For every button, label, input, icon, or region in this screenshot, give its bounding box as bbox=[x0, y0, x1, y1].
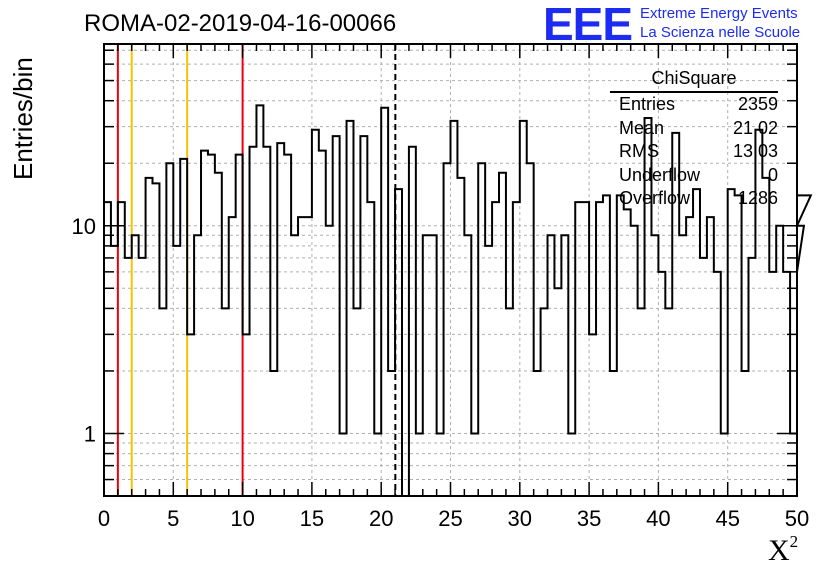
x-axis-label: X2 bbox=[768, 532, 799, 568]
grid-lines bbox=[104, 44, 797, 496]
stats-value: 0 bbox=[767, 164, 778, 185]
stats-value: 1286 bbox=[737, 188, 778, 208]
stats-row: Underflow 0 bbox=[610, 164, 778, 188]
stats-row: Entries 2359 bbox=[610, 93, 778, 117]
logo-line-1: Extreme Energy Events bbox=[640, 5, 798, 22]
stats-row: RMS 13.03 bbox=[610, 140, 778, 164]
x-tick-label: 10 bbox=[230, 506, 254, 531]
stats-label: RMS bbox=[619, 141, 659, 161]
x-axis-label-sup: 2 bbox=[789, 532, 799, 551]
x-tick-label: 30 bbox=[508, 506, 532, 531]
x-tick-label: 35 bbox=[577, 506, 601, 531]
y-tick-label: 1 bbox=[84, 421, 96, 446]
y-tick-label: 10 bbox=[72, 214, 96, 239]
x-tick-label: 40 bbox=[646, 506, 670, 531]
stats-row: Mean 21.02 bbox=[610, 117, 778, 141]
x-axis-label-base: X bbox=[768, 534, 790, 567]
x-tick-label: 20 bbox=[369, 506, 393, 531]
logo-line-2: La Scienza nelle Scuole bbox=[640, 24, 801, 41]
stats-label: Underflow bbox=[619, 164, 701, 185]
stats-label: Mean bbox=[619, 117, 665, 138]
stats-label: Entries bbox=[619, 94, 676, 114]
tick-labels: 0 5 10 15 20 25 30 35 40 45 50 1 10 bbox=[72, 214, 810, 531]
axis-ticks bbox=[103, 44, 798, 496]
eee-logo-mark: EEE bbox=[543, 0, 633, 50]
stats-value: 21.02 bbox=[732, 117, 778, 138]
x-tick-label: 25 bbox=[438, 506, 462, 531]
histogram-line bbox=[104, 104, 813, 497]
x-tick-label: 50 bbox=[785, 506, 809, 531]
y-axis-label: Entries/bin bbox=[8, 57, 38, 180]
x-tick-label: 0 bbox=[98, 506, 110, 531]
stats-title: ChiSquare bbox=[610, 66, 778, 93]
stats-value: 2359 bbox=[737, 94, 778, 114]
x-tick-label: 45 bbox=[715, 506, 739, 531]
stats-row: Overflow 1286 bbox=[610, 187, 778, 211]
eee-logo: EEE Extreme Energy Events La Scienza nel… bbox=[543, 0, 800, 50]
stats-value: 13.03 bbox=[732, 141, 778, 161]
x-tick-label: 5 bbox=[167, 506, 179, 531]
x-tick-label: 15 bbox=[300, 506, 324, 531]
chart-title: ROMA-02-2019-04-16-00066 bbox=[84, 10, 397, 37]
stats-label: Overflow bbox=[619, 188, 691, 208]
eee-logo-text: Extreme Energy Events La Scienza nelle S… bbox=[640, 4, 800, 42]
stats-box: ChiSquare Entries 2359 Mean 21.02 RMS 13.03… bbox=[610, 66, 778, 211]
